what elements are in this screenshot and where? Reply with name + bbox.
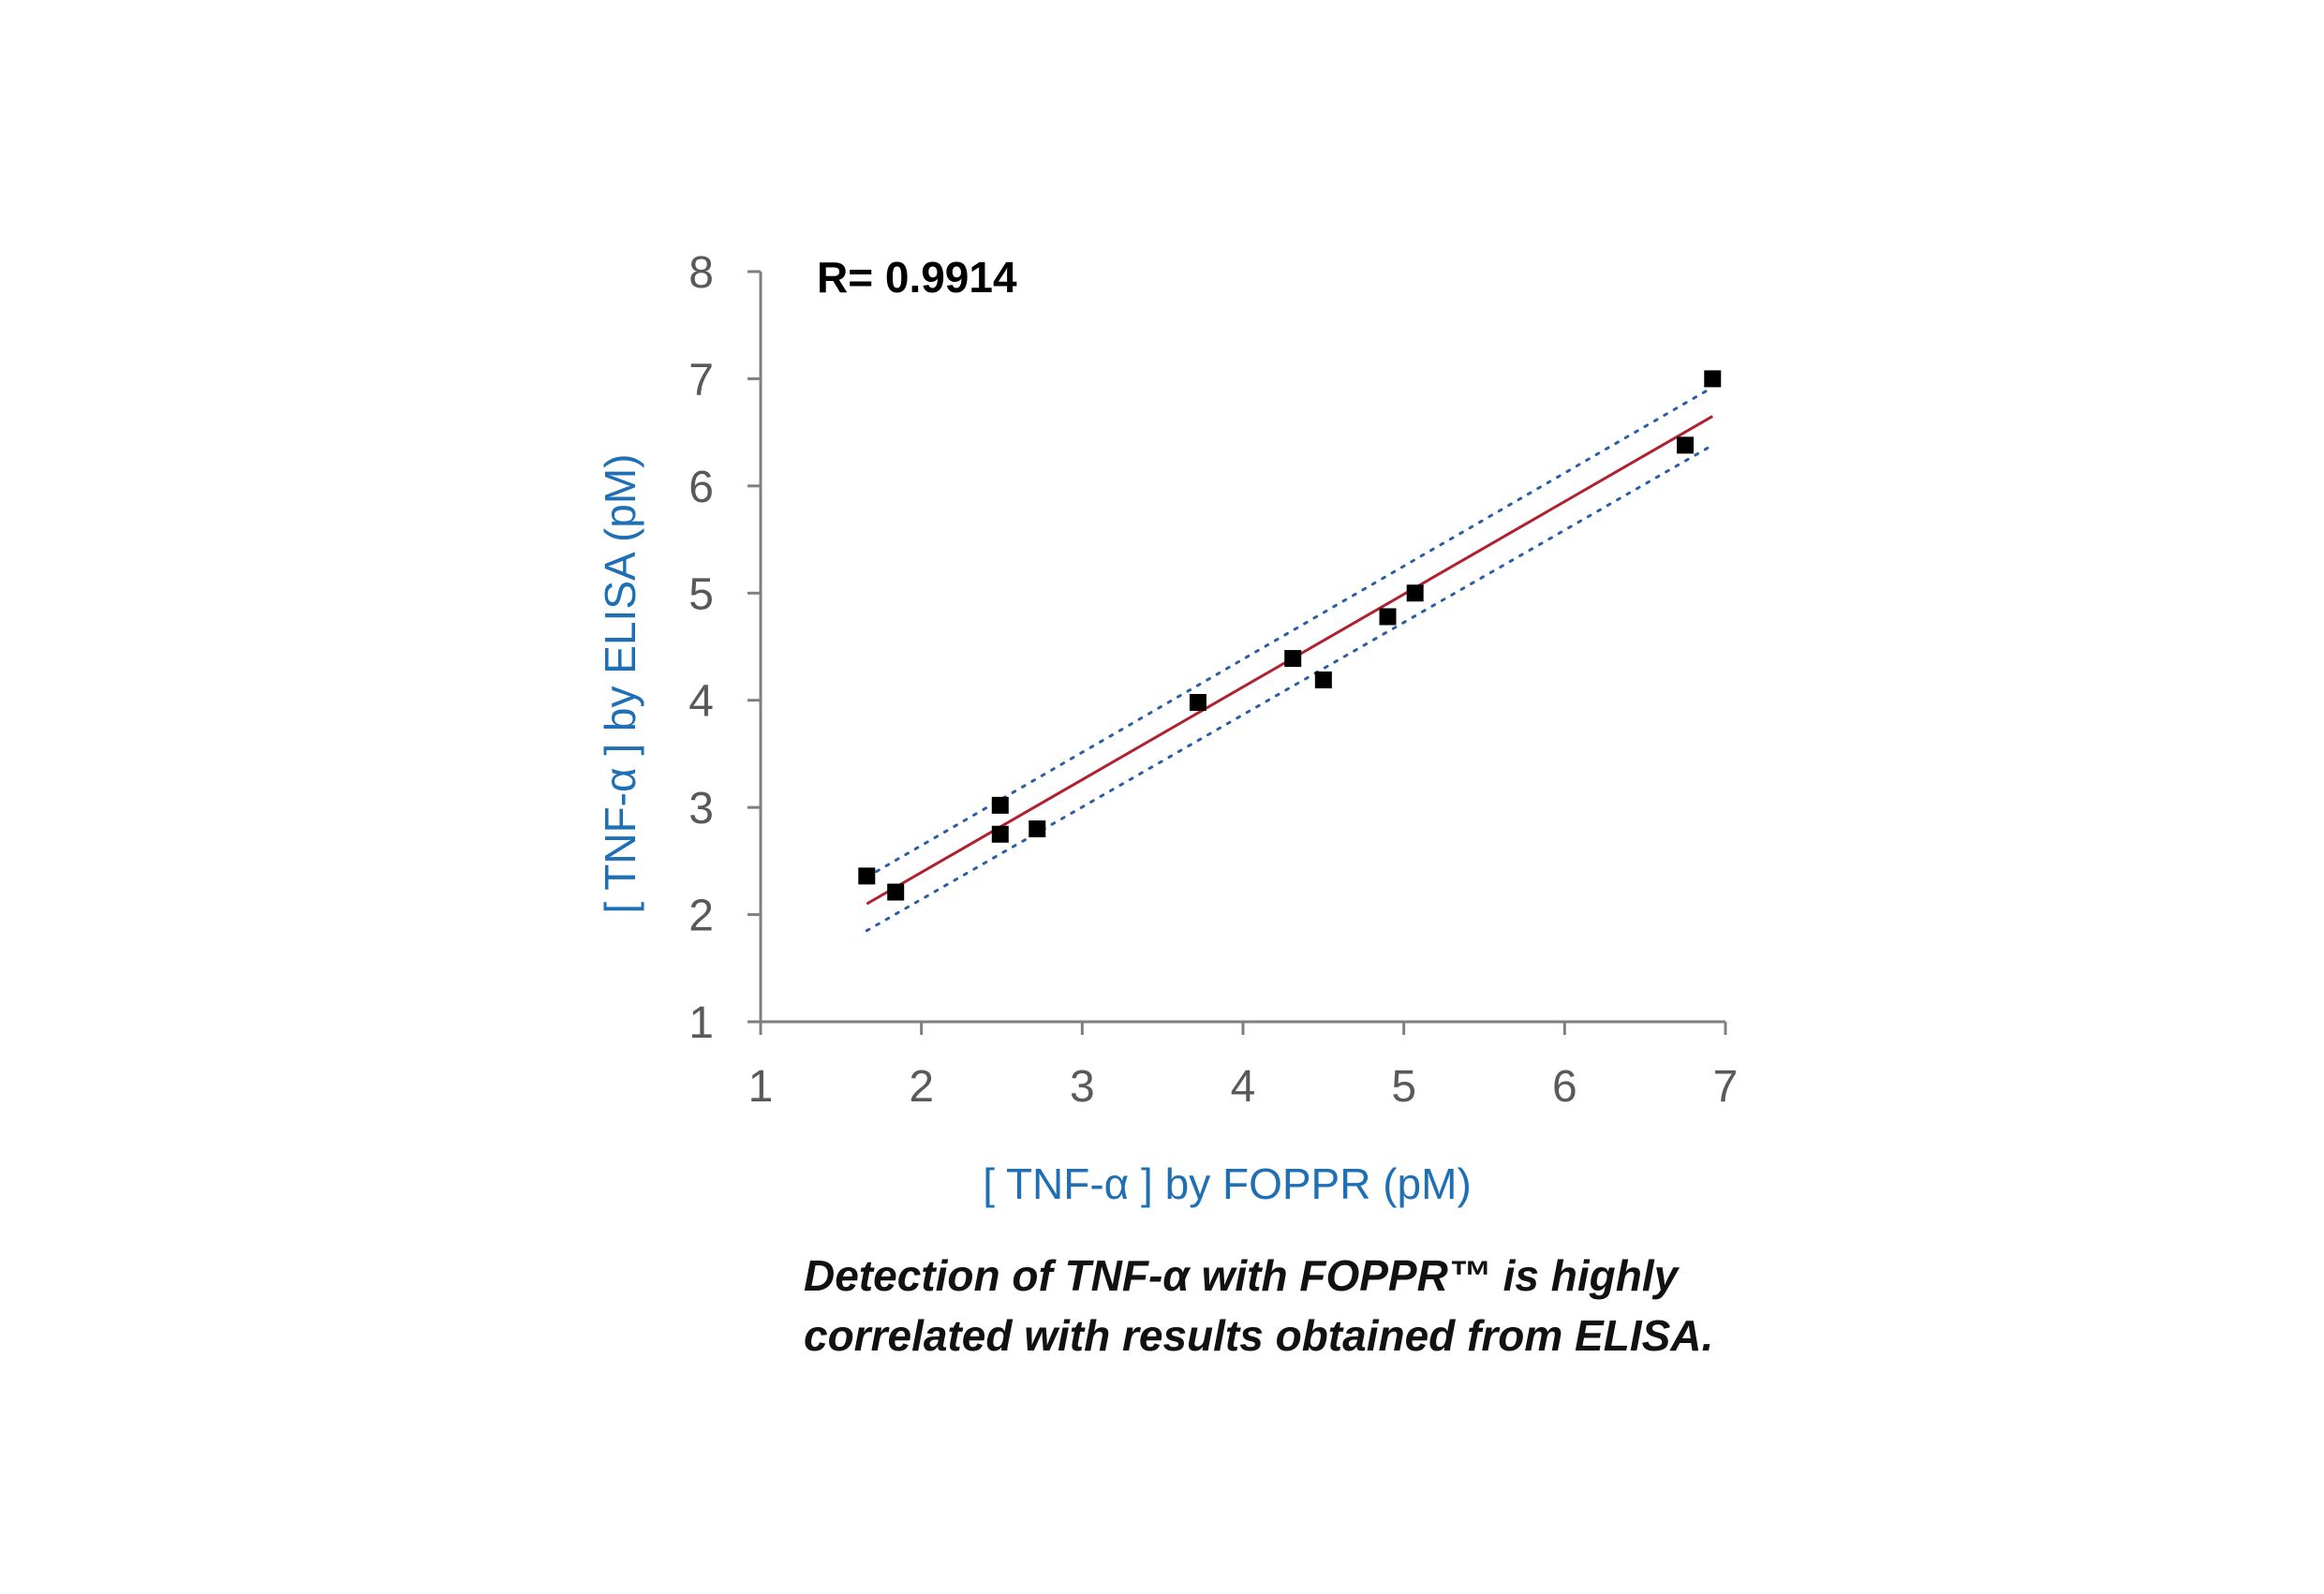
y-tick-label: 5 bbox=[688, 569, 714, 619]
y-tick-label: 4 bbox=[688, 677, 714, 727]
x-tick-label: 7 bbox=[1713, 1062, 1739, 1112]
figure-caption: Detection of TNF-α with FOPPR™ is highly… bbox=[804, 1246, 2115, 1365]
data-point bbox=[1029, 820, 1046, 838]
x-tick-label: 3 bbox=[1070, 1062, 1095, 1112]
data-point bbox=[1406, 584, 1424, 602]
x-tick-label: 4 bbox=[1231, 1062, 1256, 1112]
data-point bbox=[1189, 694, 1206, 712]
data-point bbox=[1379, 608, 1397, 626]
data-point bbox=[991, 825, 1009, 843]
data-points bbox=[858, 370, 1722, 901]
x-tick-label: 6 bbox=[1552, 1062, 1577, 1112]
data-point bbox=[858, 867, 876, 885]
axes: 1 2 3 4 5 6 7 1 2 3 4 5 6 7 8 bbox=[688, 248, 1738, 1112]
caption-line-1: Detection of TNF-α with FOPPR™ is highly bbox=[804, 1251, 1679, 1300]
y-tick-label: 8 bbox=[688, 248, 714, 298]
caption-line-2: correlated with results obtained from EL… bbox=[804, 1311, 1714, 1360]
data-point bbox=[887, 883, 905, 901]
confidence-band-lower bbox=[865, 443, 1714, 933]
y-tick-label: 1 bbox=[688, 998, 714, 1048]
data-point bbox=[991, 796, 1009, 814]
y-axis-title: [ TNF-α ] by ELISA (pM) bbox=[596, 454, 644, 914]
data-point bbox=[1284, 650, 1302, 668]
y-tick-label: 6 bbox=[688, 463, 714, 512]
correlation-annotation: R= 0.9914 bbox=[817, 253, 1017, 302]
data-point bbox=[1704, 370, 1722, 388]
x-tick-label: 2 bbox=[909, 1062, 934, 1112]
data-point bbox=[1677, 436, 1695, 454]
y-tick-label: 7 bbox=[688, 355, 714, 405]
y-tick-label: 3 bbox=[688, 784, 714, 834]
x-tick-label: 1 bbox=[748, 1062, 774, 1112]
data-point bbox=[1314, 671, 1332, 688]
x-tick-label: 5 bbox=[1391, 1062, 1416, 1112]
x-axis-title: [ TNF-α ] by FOPPR (pM) bbox=[983, 1159, 1472, 1208]
y-tick-label: 2 bbox=[688, 892, 714, 941]
